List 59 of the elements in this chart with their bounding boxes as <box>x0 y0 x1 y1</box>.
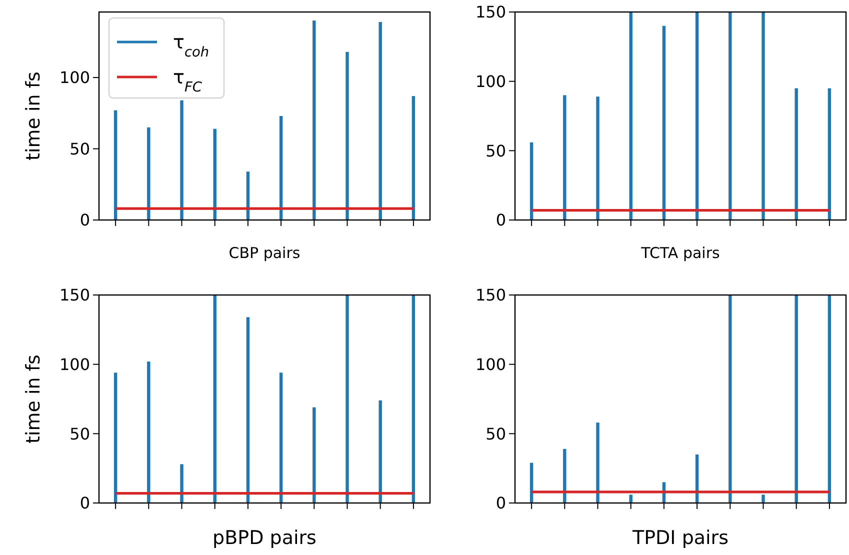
bar <box>596 96 600 220</box>
y-tick-label: 150 <box>59 286 90 305</box>
bar <box>213 295 216 503</box>
bar <box>114 110 118 220</box>
bar <box>279 372 283 503</box>
y-tick-label: 50 <box>70 424 90 444</box>
y-tick-label: 50 <box>486 424 506 444</box>
y-tick-label: 100 <box>59 68 90 88</box>
bar <box>246 317 250 503</box>
y-tick-label: 150 <box>475 2 506 22</box>
bar <box>412 295 416 503</box>
bar <box>378 22 382 220</box>
bar <box>762 494 765 503</box>
bar <box>312 20 316 220</box>
bar <box>563 95 566 220</box>
y-tick-label: 50 <box>70 139 90 158</box>
y-axis-title: time in fs <box>22 72 45 160</box>
legend-label: τ$_{coh}$ <box>173 32 209 61</box>
bar <box>629 12 632 220</box>
x-axis-title: CBP pairs <box>228 244 300 262</box>
x-axis-title: TPDI pairs <box>631 527 729 549</box>
bar <box>279 116 283 220</box>
x-axis-title: pBPD pairs <box>212 527 316 549</box>
y-tick-label: 100 <box>475 354 506 374</box>
bar <box>662 26 666 220</box>
bar <box>180 100 184 220</box>
bar <box>596 422 600 503</box>
bar <box>530 142 534 220</box>
bar <box>213 128 216 220</box>
bar <box>728 295 732 503</box>
bar <box>629 494 632 503</box>
bar <box>147 127 150 220</box>
bar <box>794 88 798 220</box>
bar <box>147 362 150 503</box>
bar <box>114 372 118 503</box>
bar <box>312 407 316 503</box>
bar <box>346 295 349 503</box>
y-tick-label: 0 <box>496 494 506 513</box>
y-tick-label: 0 <box>496 210 506 230</box>
y-tick-label: 150 <box>475 286 506 305</box>
y-tick-label: 50 <box>486 141 506 160</box>
bar <box>828 88 832 220</box>
y-tick-label: 0 <box>80 494 90 513</box>
bar <box>695 12 699 220</box>
y-tick-label: 100 <box>475 72 506 91</box>
legend-label: τ$_{FC}$ <box>173 66 202 96</box>
bar <box>412 96 416 220</box>
x-axis-title: TCTA pairs <box>640 244 720 262</box>
bar <box>180 464 184 503</box>
bar <box>563 448 566 503</box>
y-tick-label: 0 <box>80 210 90 230</box>
bar <box>346 52 349 220</box>
bar <box>762 12 765 220</box>
bar <box>794 295 798 503</box>
bar <box>378 400 382 503</box>
bar <box>728 12 732 220</box>
y-axis-title: time in fs <box>22 354 45 444</box>
y-tick-label: 100 <box>59 354 90 374</box>
bar <box>828 295 832 503</box>
